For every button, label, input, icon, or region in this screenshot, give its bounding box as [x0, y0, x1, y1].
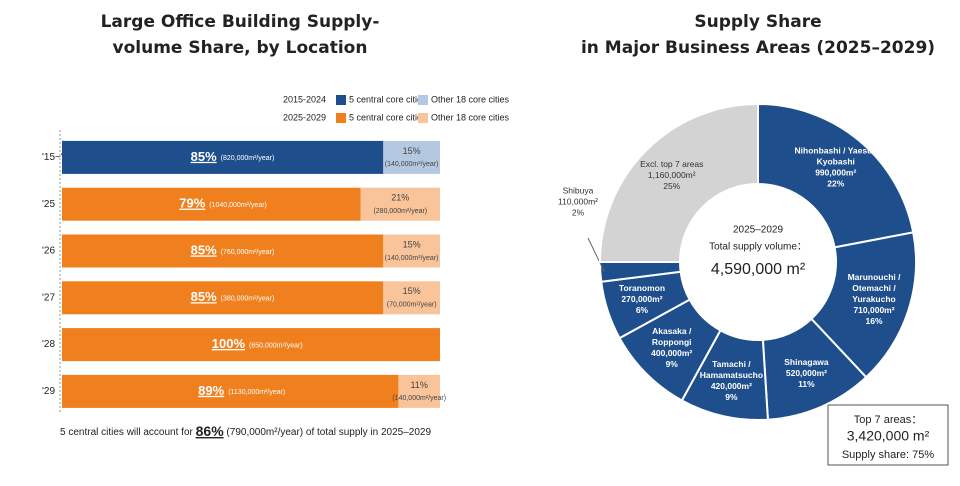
- bar: [62, 374, 399, 408]
- slice-label: Shinagawa: [784, 357, 829, 367]
- slice-label: 520,000m²: [786, 368, 827, 378]
- detail-label: (380,000m²/year): [221, 296, 275, 303]
- detail-label: (1040,000m²/year): [209, 202, 267, 209]
- donut-slice: [598, 102, 759, 263]
- donut-slice: [757, 102, 915, 249]
- slice-label: Toranomon: [619, 283, 665, 293]
- legend-swatch: [336, 113, 346, 123]
- footnote-value: 86%: [196, 423, 225, 439]
- summary-text: 3,420,000 m²: [847, 428, 930, 444]
- center-label: 2025–2029: [733, 225, 783, 236]
- legend-swatch: [336, 95, 346, 105]
- slice-label: Yurakucho: [852, 294, 895, 304]
- detail-label: (820,000m²/year): [221, 155, 275, 162]
- slice-label: 710,000m²: [853, 305, 894, 315]
- slice-label: Otemachi /: [852, 283, 896, 293]
- footnote-text: (790,000m²/year) of total supply in 2025…: [224, 427, 432, 438]
- legend-label: 5 central core cities: [349, 94, 427, 104]
- center-label: Total supply volume：: [709, 242, 807, 253]
- slice-label: Excl. top 7 areas: [640, 159, 703, 169]
- slice-label: Tamachi /: [712, 359, 751, 369]
- slice-label: Akasaka /: [652, 326, 692, 336]
- detail-label: (280,000m²/year): [373, 208, 427, 215]
- footnote: 5 central cities will account for 86% (7…: [60, 423, 431, 439]
- chart-title: Large Office Building Supply-: [101, 12, 380, 32]
- value-label: 85%: [191, 289, 217, 304]
- summary-text: Supply share: 75%: [842, 449, 935, 461]
- bar: [383, 234, 440, 268]
- detail-label: (70,000m²/year): [387, 302, 437, 309]
- y-tick-label: '15~'24: [42, 152, 74, 163]
- bar: [383, 281, 440, 315]
- summary-text: Top 7 areas：: [854, 414, 922, 426]
- legend-group: 2025-2029: [283, 112, 326, 122]
- y-tick-label: '27: [42, 292, 55, 303]
- footnote-text: 5 central cities will account for: [60, 427, 196, 438]
- bar: [398, 374, 440, 408]
- legend-label: Other 18 core cities: [431, 94, 510, 104]
- y-tick-label: '29: [42, 386, 55, 397]
- slice-label: Marunouchi /: [848, 272, 902, 282]
- value-label: 21%: [391, 193, 409, 203]
- detail-label: (760,000m²/year): [221, 249, 275, 256]
- detail-label: (140,000m²/year): [392, 395, 446, 402]
- bar: [383, 140, 440, 174]
- value-label: 100%: [212, 336, 246, 351]
- leader-line: [587, 237, 605, 272]
- detail-label: (140,000m²/year): [385, 255, 439, 262]
- value-label: 85%: [191, 149, 217, 164]
- legend-label: 5 central core cities: [349, 112, 427, 122]
- center-total: 4,590,000 m²: [711, 261, 806, 278]
- slice-label: 22%: [827, 179, 844, 189]
- bar: [62, 187, 361, 221]
- slice-label: 16%: [866, 316, 883, 326]
- slice-label: Shibuya: [563, 185, 594, 195]
- bar: [62, 234, 384, 268]
- legend-swatch: [418, 95, 428, 105]
- value-label: 15%: [403, 239, 421, 249]
- chart-title: in Major Business Areas (2025–2029): [581, 38, 935, 58]
- slice-label: 25%: [663, 181, 680, 191]
- y-tick-label: '28: [42, 339, 55, 350]
- slice-label: 270,000m²: [621, 294, 662, 304]
- bar: [62, 140, 384, 174]
- value-label: 89%: [198, 383, 224, 398]
- value-label: 15%: [403, 146, 421, 156]
- legend-swatch: [418, 113, 428, 123]
- slice-label: 990,000m²: [815, 168, 856, 178]
- slice-label: 6%: [636, 305, 649, 315]
- detail-label: (650,000m²/year): [249, 342, 303, 349]
- y-tick-label: '26: [42, 246, 55, 257]
- value-label: 11%: [411, 380, 428, 390]
- chart-title: Supply Share: [694, 12, 821, 32]
- slice-label: 9%: [725, 392, 738, 402]
- summary-box: [827, 404, 949, 466]
- slice-label: Nihonbashi / Yaesu /: [795, 146, 878, 156]
- legend-group: 2015-2024: [283, 94, 326, 104]
- donut-slice: [809, 231, 917, 379]
- slice-label: 2%: [572, 207, 585, 217]
- slice-label: 400,000m²: [651, 348, 692, 358]
- slice-label: 110,000m²: [558, 196, 598, 206]
- value-label: 79%: [179, 196, 205, 211]
- bar: [62, 328, 440, 362]
- value-label: 15%: [403, 286, 421, 296]
- detail-label: (140,000m²/year): [385, 161, 439, 168]
- slice-label: 9%: [666, 359, 679, 369]
- legend-label: Other 18 core cities: [431, 112, 510, 122]
- slice-label: Hamamatsucho: [700, 370, 763, 380]
- slice-label: 420,000m²: [711, 381, 752, 391]
- slice-label: 11%: [798, 379, 815, 389]
- value-label: 85%: [191, 242, 217, 257]
- slice-label: Roppongi: [652, 337, 692, 347]
- chart-title: volume Share, by Location: [113, 38, 368, 58]
- slice-label: Kyobashi: [817, 157, 855, 167]
- bar: [360, 187, 440, 221]
- slice-label: 1,160,000m²: [648, 170, 696, 180]
- y-tick-label: '25: [42, 199, 55, 210]
- detail-label: (1130,000m²/year): [228, 389, 285, 396]
- bar: [62, 281, 384, 315]
